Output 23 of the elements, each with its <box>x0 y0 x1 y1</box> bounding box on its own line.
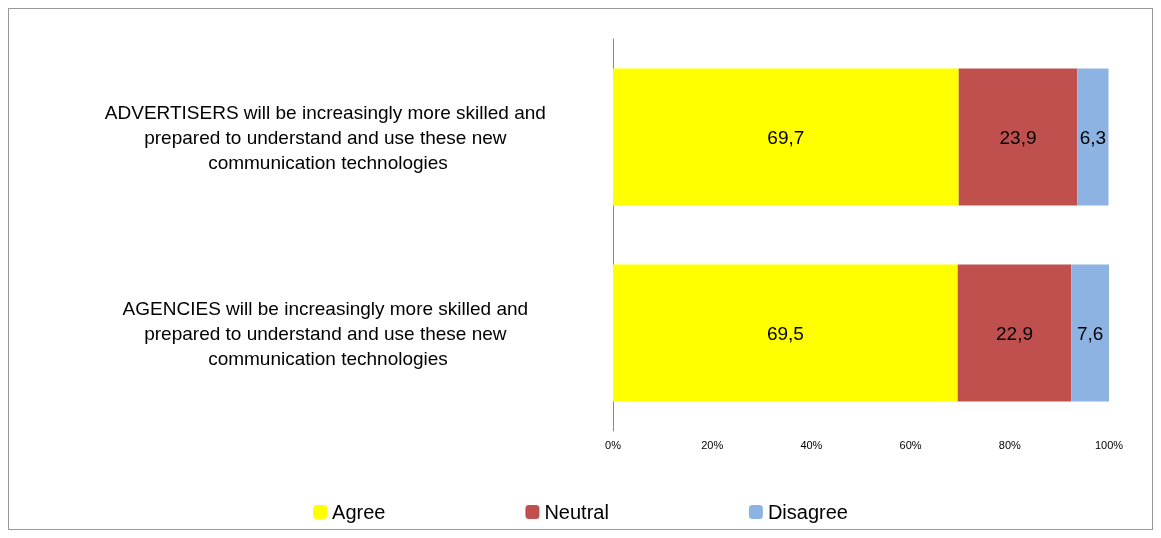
x-tick-label: 80% <box>998 438 1022 451</box>
y-tick-label: AGENCIES will be increasingly more skilled and prepared to understand and use these new communication technologies <box>122 297 534 369</box>
bar <box>957 264 1072 402</box>
data-label: 23,9 <box>999 126 1037 148</box>
data-label: 7,6 <box>1076 322 1104 344</box>
data-label: 6,3 <box>1079 126 1107 148</box>
x-tick-label: 100% <box>1094 438 1124 451</box>
bar <box>613 68 959 206</box>
legend-label: Agree <box>332 501 386 523</box>
x-tick-label: 60% <box>899 438 922 451</box>
bar <box>613 264 958 402</box>
bar <box>1071 264 1109 402</box>
legend-label: Disagree <box>767 501 848 523</box>
data-label: 69,5 <box>766 322 804 344</box>
bar <box>1077 68 1109 206</box>
bar <box>958 68 1078 206</box>
y-tick-label: ADVERTISERS will be increasingly more skilled and prepared to understand and use these new communication technologies <box>104 101 552 173</box>
x-tick-label: 20% <box>701 438 724 451</box>
data-label: 22,9 <box>996 322 1033 344</box>
data-label: 69,7 <box>767 126 805 148</box>
x-tick-label: 0% <box>605 438 622 451</box>
legend-label: Neutral <box>544 501 609 523</box>
x-tick-label: 40% <box>800 438 823 451</box>
